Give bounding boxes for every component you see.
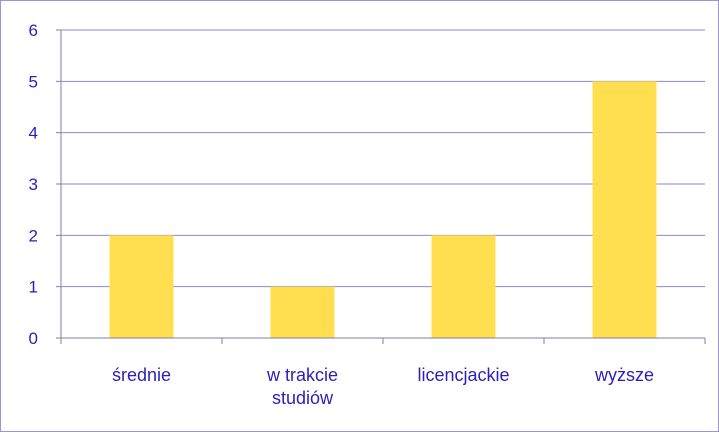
y-tick-label-1: 1 bbox=[29, 278, 38, 297]
y-tick-labels: 0 1 2 3 4 5 6 bbox=[29, 21, 38, 348]
y-tick-label-5: 5 bbox=[29, 72, 38, 91]
x-tick-label-0: średnie bbox=[112, 365, 171, 385]
y-tick-label-3: 3 bbox=[29, 175, 38, 194]
bars bbox=[109, 81, 657, 338]
y-tick-label-2: 2 bbox=[29, 226, 38, 245]
bar-3 bbox=[592, 81, 657, 338]
y-tick-label-4: 4 bbox=[29, 124, 38, 143]
x-tick-label-2: licencjackie bbox=[417, 365, 509, 385]
y-tick-label-6: 6 bbox=[29, 21, 38, 40]
x-tick-label-1: w trakcie studiów bbox=[266, 365, 338, 408]
bar-0 bbox=[109, 235, 174, 338]
axes bbox=[56, 29, 706, 344]
y-tick-label-0: 0 bbox=[29, 329, 38, 348]
bar-1 bbox=[270, 286, 335, 338]
x-tick-label-3: wyższe bbox=[594, 365, 654, 385]
x-tick-labels: średnie w trakcie studiów licencjackie wyższ… bbox=[112, 365, 654, 408]
bar-2 bbox=[431, 235, 496, 338]
